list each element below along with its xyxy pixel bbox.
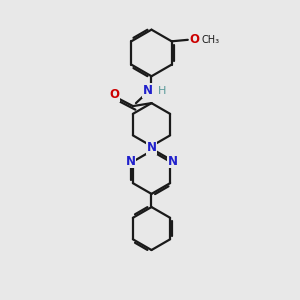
Text: N: N	[143, 84, 153, 97]
Text: N: N	[167, 154, 178, 167]
Text: O: O	[110, 88, 119, 101]
Text: H: H	[158, 86, 166, 96]
Text: CH₃: CH₃	[202, 35, 220, 45]
Text: N: N	[146, 141, 157, 154]
Text: N: N	[125, 154, 136, 167]
Text: O: O	[189, 33, 199, 46]
